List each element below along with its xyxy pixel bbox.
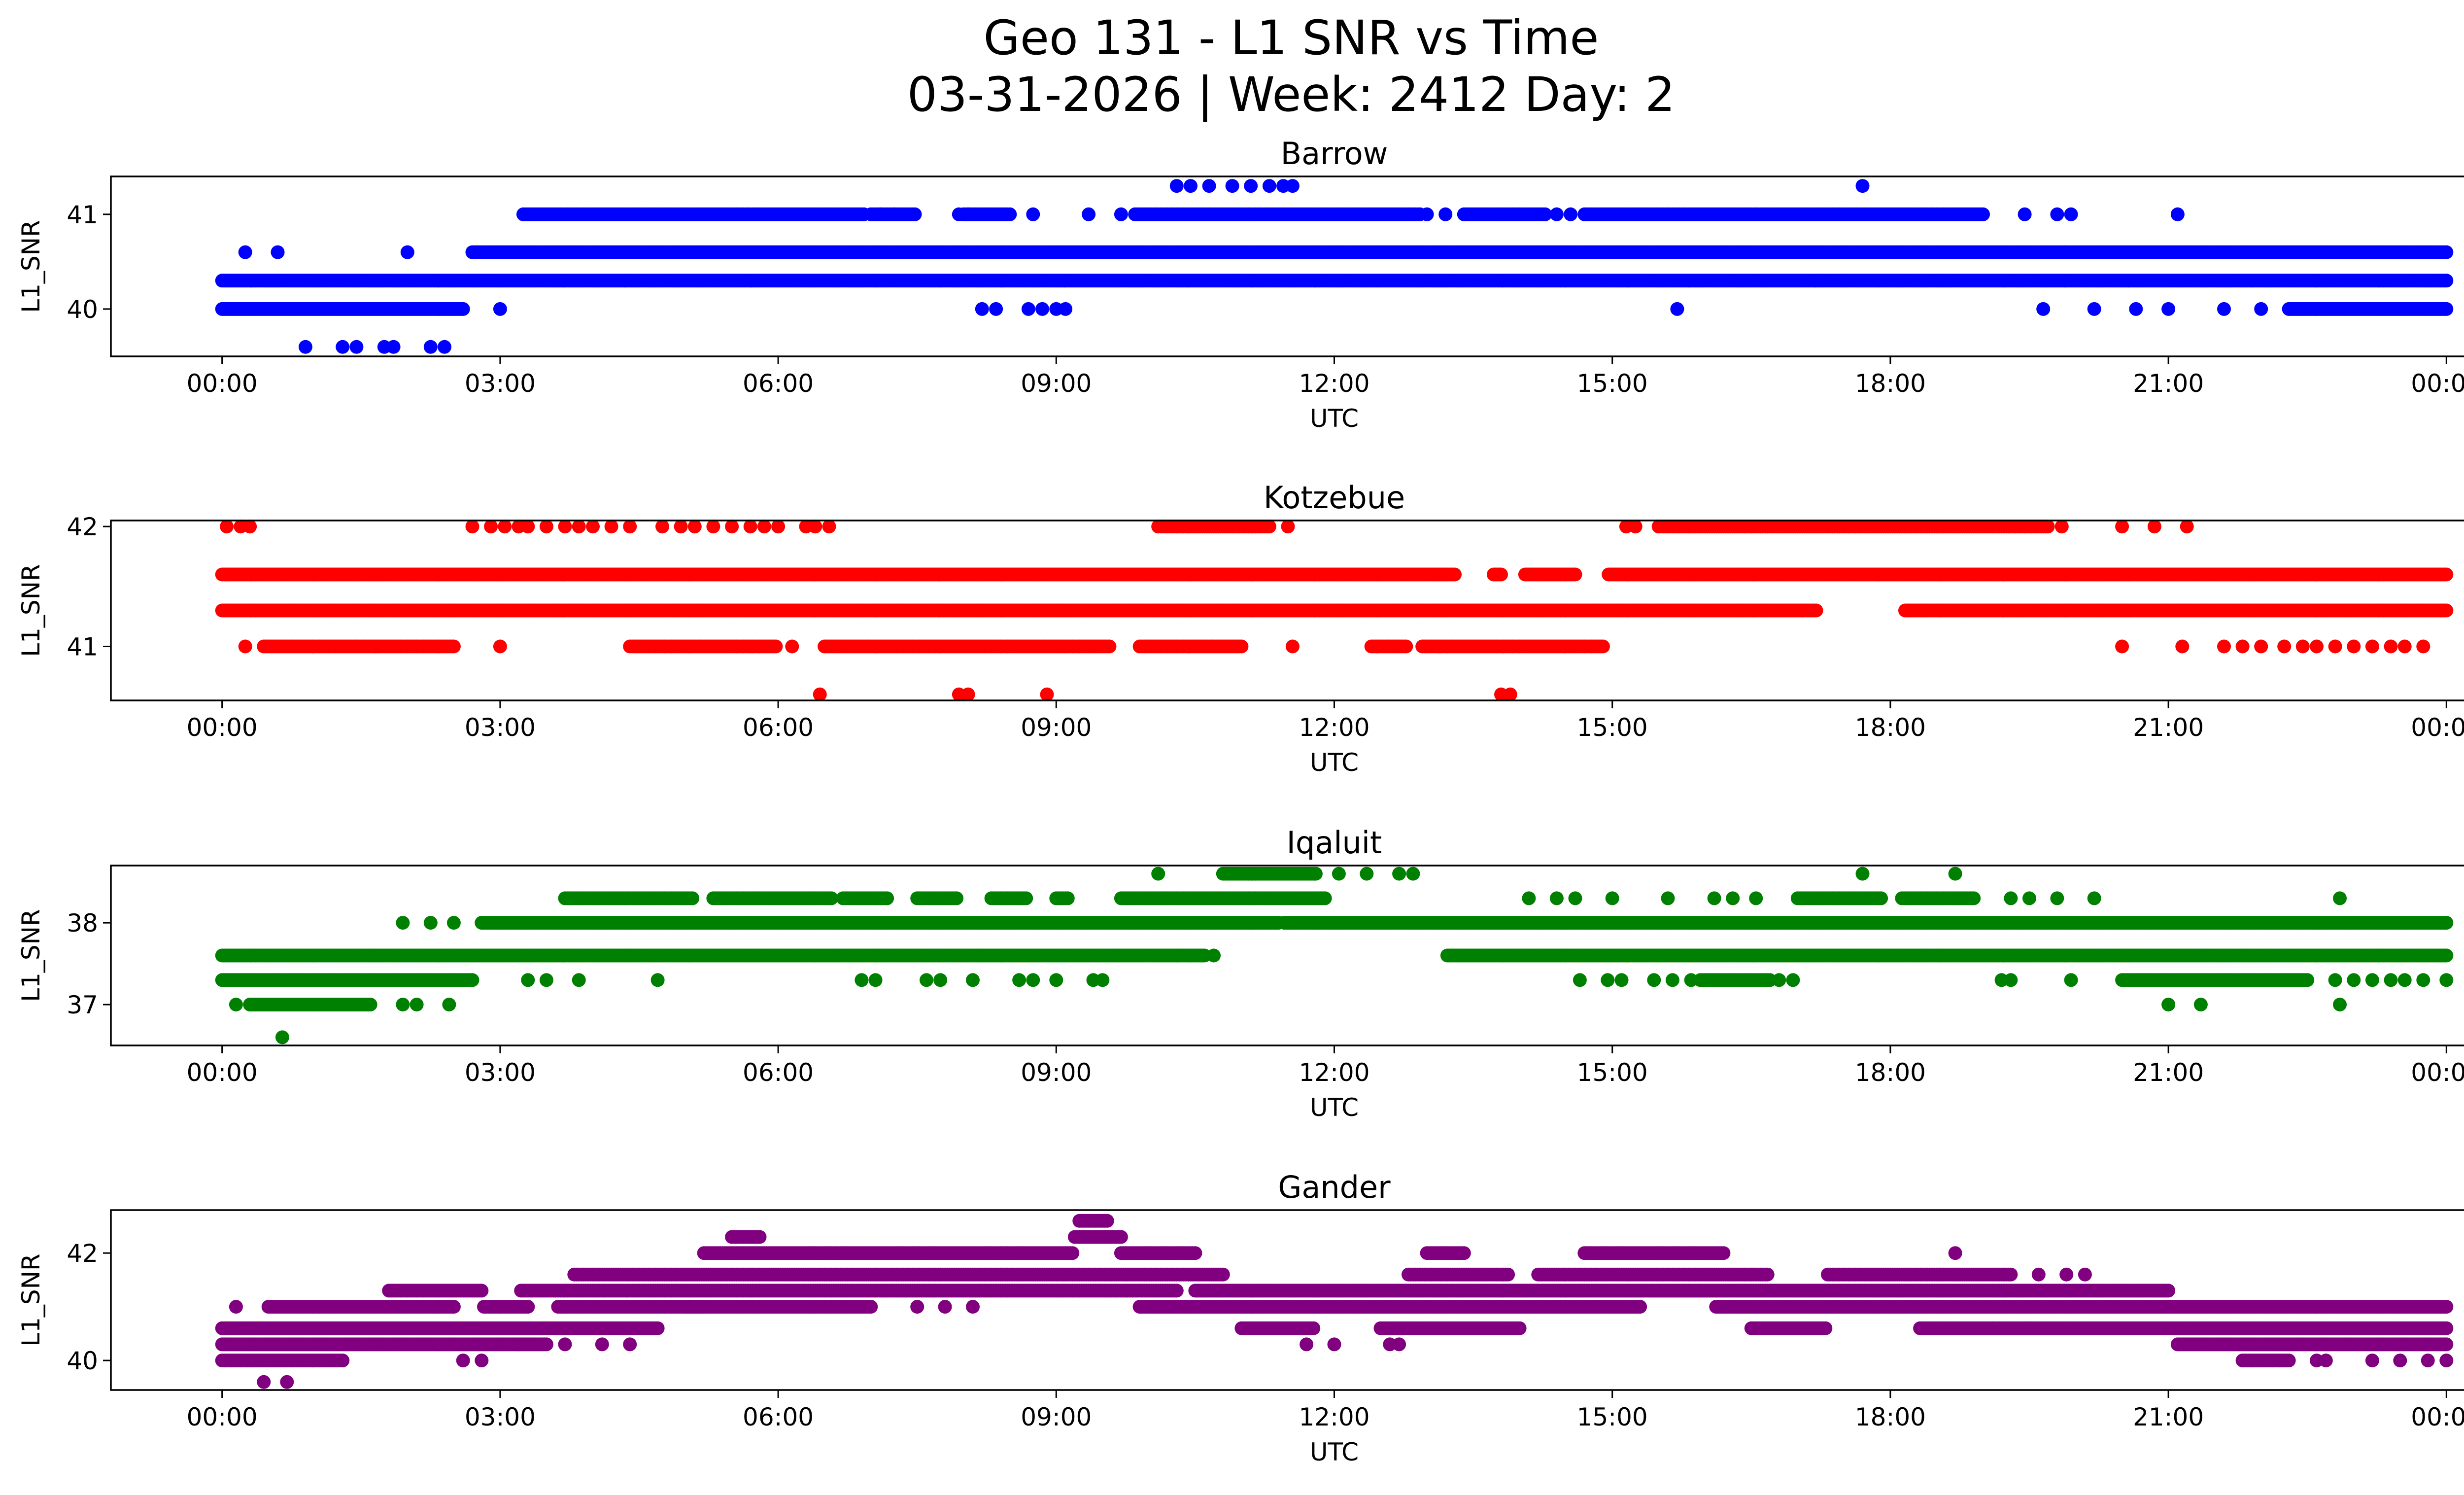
x-tick-label: 06:00 bbox=[743, 369, 814, 398]
data-point bbox=[2217, 302, 2231, 316]
data-point bbox=[1082, 207, 1096, 221]
data-point bbox=[1285, 179, 1300, 193]
data-point bbox=[1114, 207, 1128, 221]
data-point bbox=[1026, 207, 1040, 221]
data-point bbox=[1184, 179, 1198, 193]
y-tick-label: 40 bbox=[67, 295, 98, 324]
subplot-title: Barrow bbox=[1281, 136, 1388, 172]
data-point bbox=[2439, 603, 2454, 618]
data-point bbox=[1564, 207, 1578, 221]
data-point bbox=[423, 340, 438, 354]
x-tick-label: 12:00 bbox=[1299, 369, 1369, 398]
data-point bbox=[2161, 302, 2176, 316]
data-point bbox=[887, 207, 901, 221]
axes-frame bbox=[110, 175, 2464, 357]
subplot-barrow: Barrow 00:00 03:00 06:00 09:00 12:00 15:00 18:0… bbox=[17, 136, 2464, 433]
data-point bbox=[2254, 302, 2268, 316]
data-point bbox=[1169, 179, 1184, 193]
data-points bbox=[215, 520, 2454, 701]
data-point bbox=[989, 302, 1003, 316]
data-point bbox=[2064, 207, 2078, 221]
data-point bbox=[1855, 179, 1870, 193]
data-point bbox=[1262, 179, 1276, 193]
data-point bbox=[400, 245, 414, 259]
x-tick-label: 00:00 bbox=[187, 369, 258, 398]
data-point bbox=[1438, 207, 1453, 221]
data-point bbox=[1448, 567, 1462, 582]
data-point bbox=[1202, 179, 1216, 193]
x-tick-label: 15:00 bbox=[1577, 369, 1648, 398]
data-point bbox=[961, 207, 975, 221]
data-point bbox=[873, 207, 887, 221]
x-tick-label: 00:00 bbox=[2411, 369, 2464, 398]
subplot-panels: Barrow 00:00 03:00 06:00 09:00 12:00 15:00 18:0… bbox=[17, 136, 2464, 1466]
data-point bbox=[238, 245, 252, 259]
data-point bbox=[1494, 567, 1508, 582]
data-point bbox=[908, 207, 922, 221]
data-point bbox=[2439, 245, 2454, 259]
data-point bbox=[2129, 302, 2143, 316]
data-point bbox=[1059, 302, 1073, 316]
subplot-title: Kotzebue bbox=[1264, 480, 1405, 516]
data-point bbox=[2018, 207, 2032, 221]
data-point bbox=[2050, 207, 2064, 221]
x-tick-label: 21:00 bbox=[2133, 369, 2204, 398]
data-points bbox=[215, 179, 2454, 354]
data-point bbox=[271, 245, 285, 259]
data-point bbox=[1670, 302, 1684, 316]
x-tick-label: 18:00 bbox=[1855, 369, 1926, 398]
y-axis-label: L1_SNR bbox=[17, 220, 45, 313]
data-point bbox=[1549, 207, 1564, 221]
data-point bbox=[336, 340, 350, 354]
x-tick-label: 03:00 bbox=[465, 369, 536, 398]
data-point bbox=[438, 340, 451, 354]
data-point bbox=[1021, 302, 1035, 316]
data-point bbox=[2087, 302, 2101, 316]
data-point bbox=[1420, 207, 1434, 221]
data-point bbox=[298, 340, 312, 354]
data-point bbox=[1003, 207, 1017, 221]
data-point bbox=[456, 302, 470, 316]
figure-title-line2: 03-31-2026 | Week: 2412 Day: 2 bbox=[907, 67, 1676, 123]
data-point bbox=[1244, 179, 1258, 193]
data-point bbox=[2439, 274, 2454, 288]
data-point bbox=[1225, 179, 1239, 193]
data-point bbox=[2036, 302, 2051, 316]
data-point bbox=[1568, 567, 1582, 582]
data-point bbox=[1809, 603, 1823, 618]
x-axis-label: UTC bbox=[1310, 404, 1359, 433]
data-point bbox=[349, 340, 364, 354]
data-point bbox=[2439, 302, 2454, 316]
y-tick-label: 41 bbox=[67, 201, 98, 229]
x-tick-label: 09:00 bbox=[1021, 369, 1092, 398]
data-point bbox=[1035, 302, 1050, 316]
data-point bbox=[2170, 207, 2185, 221]
data-point bbox=[1976, 207, 1990, 221]
figure-title-line1: Geo 131 - L1 SNR vs Time bbox=[984, 10, 1599, 66]
data-point bbox=[493, 302, 507, 316]
data-point bbox=[975, 302, 989, 316]
data-point bbox=[386, 340, 401, 354]
